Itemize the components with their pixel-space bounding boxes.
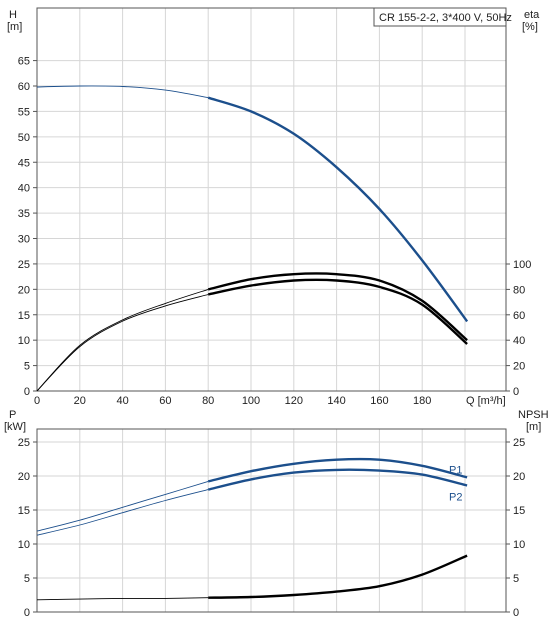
bottom-series-1-low-flow-line	[36, 489, 209, 536]
bottom-right-tick-label: 10	[513, 539, 525, 551]
right-axis-unit-eta: [%]	[522, 21, 538, 33]
head-efficiency-panel: 0 5 10 15 20 25 30 35 40 45 50 55 60 65 0 20 40 60 80 100 0 2…	[7, 7, 540, 407]
top-series-2-low-flow-line	[36, 294, 209, 392]
x-tick-label: 180	[413, 395, 431, 407]
right-axis-label-npsh: NPSH	[518, 409, 549, 421]
left-axis-unit-h: [m]	[7, 21, 22, 33]
top-left-tick-label: 50	[18, 132, 30, 144]
top-left-tick-label: 15	[18, 310, 30, 322]
bottom-left-tick-label: 10	[18, 539, 30, 551]
bottom-left-tick-label: 20	[18, 471, 30, 483]
top-left-tick-label: 25	[18, 259, 30, 271]
power-npsh-panel: 0 5 10 15 20 25 0 5 10 15 20 25 P[kW] NPSH[m] P1 P2	[4, 409, 549, 619]
right-axis-label-eta: eta	[524, 9, 540, 21]
x-tick-label: 20	[74, 395, 86, 407]
bottom-right-tick-label: 0	[513, 607, 519, 619]
top-left-tick-label: 0	[24, 386, 30, 398]
bottom-series-0-line	[207, 457, 468, 483]
top-left-tick-label: 60	[18, 81, 30, 93]
x-tick-label: 0	[34, 395, 40, 407]
bottom-series-0-low-flow-line	[36, 480, 209, 532]
top-right-tick-label: 40	[513, 335, 525, 347]
bottom-right-tick-label: 5	[513, 573, 519, 585]
top-left-tick-label: 20	[18, 284, 30, 296]
top-series-1-low-flow-line	[36, 288, 209, 392]
x-tick-label: 120	[285, 395, 303, 407]
bottom-series-2-line	[208, 554, 468, 599]
top-right-tick-label: 60	[513, 310, 525, 322]
top-left-tick-label: 45	[18, 157, 30, 169]
title-box	[373, 7, 507, 27]
top-series-0-line	[207, 96, 469, 323]
x-tick-label: 160	[370, 395, 388, 407]
top-left-tick-label: 10	[18, 335, 30, 347]
right-axis-unit-npsh: [m]	[526, 421, 541, 433]
bottom-right-tick-label: 25	[513, 437, 525, 449]
top-left-tick-label: 35	[18, 208, 30, 220]
top-plot-frame	[36, 7, 507, 392]
bottom-plot-frame	[36, 428, 507, 613]
top-left-tick-label: 40	[18, 183, 30, 195]
bottom-left-tick-label: 15	[18, 505, 30, 517]
series-label-p1: P1	[449, 464, 462, 476]
left-axis-label-p: P	[9, 409, 16, 421]
top-series-1-line	[207, 272, 468, 342]
bottom-right-tick-label: 15	[513, 505, 525, 517]
x-tick-label: 80	[202, 395, 214, 407]
bottom-series-2-low-flow-line	[36, 597, 209, 601]
top-left-tick-label: 30	[18, 234, 30, 246]
top-right-tick-label: 80	[513, 284, 525, 296]
top-left-tick-label: 55	[18, 106, 30, 118]
x-tick-label: 140	[327, 395, 345, 407]
bottom-series-1-line	[207, 468, 468, 491]
x-tick-label: 40	[116, 395, 128, 407]
bottom-right-tick-label: 20	[513, 471, 525, 483]
top-right-tick-label: 20	[513, 361, 525, 373]
bottom-left-tick-label: 25	[18, 437, 30, 449]
chart-title: CR 155-2-2, 3*400 V, 50Hz	[379, 12, 512, 24]
top-left-tick-label: 5	[24, 361, 30, 373]
bottom-left-tick-label: 5	[24, 573, 30, 585]
x-tick-label: 100	[242, 395, 260, 407]
left-axis-unit-p: [kW]	[4, 421, 26, 433]
top-right-tick-label: 100	[513, 259, 531, 271]
x-tick-label: 60	[159, 395, 171, 407]
top-series-2-line	[207, 278, 468, 345]
top-series-0-low-flow-line	[36, 85, 209, 99]
series-label-p2: P2	[449, 492, 462, 504]
left-axis-label-h: H	[9, 9, 17, 21]
top-left-tick-label: 65	[18, 56, 30, 68]
bottom-left-tick-label: 0	[24, 607, 30, 619]
x-axis-label: Q [m³/h]	[466, 395, 506, 407]
top-right-tick-label: 0	[513, 386, 519, 398]
